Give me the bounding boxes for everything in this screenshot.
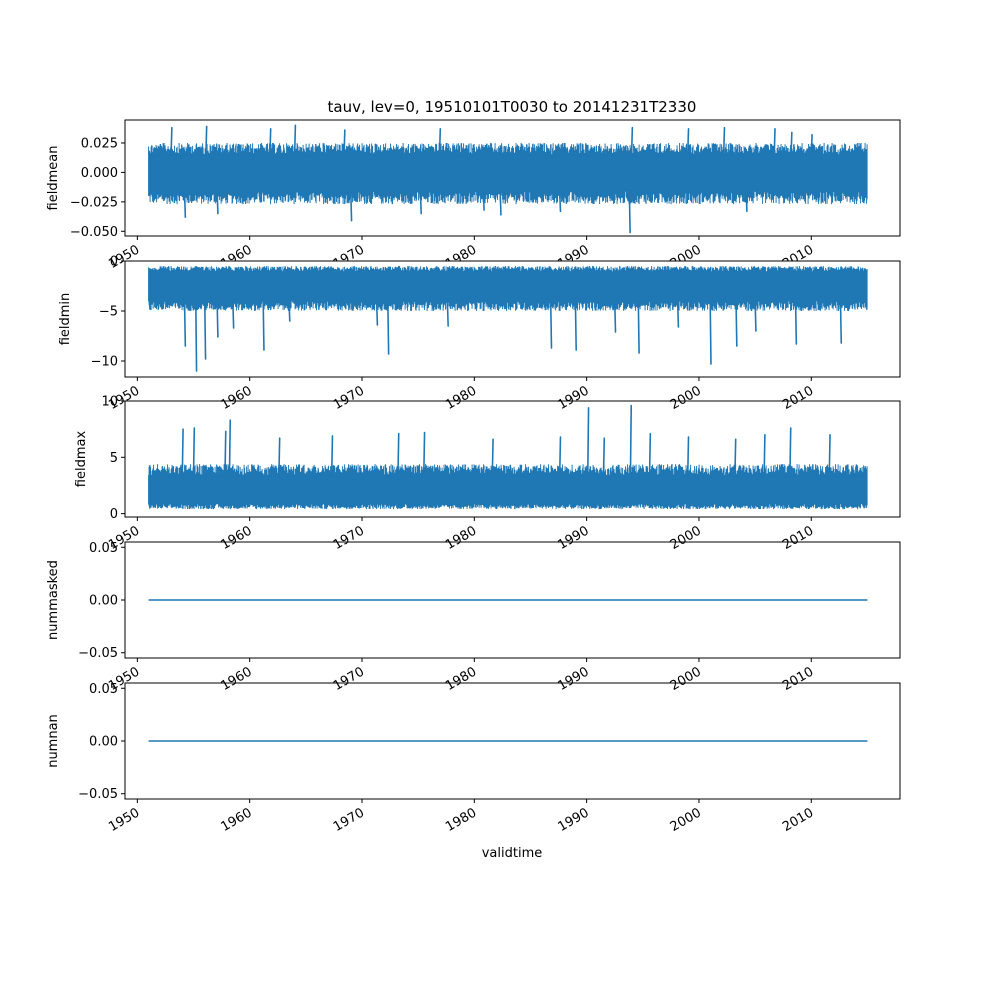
- nummasked-y-axis-label: nummasked: [46, 560, 61, 640]
- fieldmax-spike-13: [648, 432, 652, 478]
- fieldmean-axes-frame: [124, 119, 901, 237]
- fieldmax-y-tick-label-1: 5: [110, 451, 118, 466]
- fieldmax-spike-0: [181, 428, 184, 478]
- fieldmax-spike-6: [397, 432, 400, 478]
- fieldmax-y-tick-label-0: 0: [110, 507, 118, 522]
- fieldmin-axes-frame: [124, 260, 901, 378]
- fieldmin-spike-9: [446, 299, 449, 327]
- fieldmin-spike-13: [637, 299, 640, 354]
- fieldmin-spike-12: [613, 299, 617, 333]
- fieldmax-spike-12: [629, 404, 633, 478]
- fieldmax-spike-3: [228, 419, 232, 478]
- fieldmean-spike-8: [722, 126, 726, 157]
- fieldmax-spike-7: [422, 431, 426, 478]
- fieldmin-spike-5: [262, 299, 265, 351]
- nummasked-y-tick-label-0: 0.05: [89, 541, 118, 556]
- fieldmin-spike-14: [676, 299, 680, 328]
- fieldmean-y-tick-label-0: 0.025: [81, 136, 118, 151]
- fieldmean-y-tick-label-3: −0.050: [70, 225, 118, 240]
- fieldmax-spike-18: [828, 433, 831, 478]
- fieldmax-spike-9: [558, 436, 562, 478]
- fieldmean-y-axis-label: fieldmean: [46, 146, 61, 211]
- fieldmin-y-tick-label-0: 0: [110, 255, 118, 270]
- fieldmean-spike-9: [773, 128, 776, 157]
- fieldmin-spike-16: [735, 299, 738, 347]
- fieldmin-spike-4: [232, 299, 235, 329]
- fieldmean-spike-0: [170, 126, 173, 157]
- fieldmean-spike-10: [790, 131, 793, 157]
- fieldmin-spike-8: [387, 299, 390, 355]
- fieldmin-spike-18: [794, 299, 798, 345]
- fieldmax-spike-17: [789, 427, 792, 478]
- fieldmin-spike-0: [194, 299, 198, 372]
- fieldmin-series-core: [148, 272, 868, 300]
- fieldmax-spike-2: [224, 430, 227, 478]
- fieldmin-spike-6: [288, 299, 291, 322]
- fieldmean-spike-18: [558, 189, 562, 213]
- fieldmean-spike-14: [349, 189, 353, 222]
- fieldmean-spike-19: [628, 189, 631, 234]
- fieldmean-y-tick-label-2: −0.025: [70, 195, 118, 210]
- fieldmean-spike-12: [183, 189, 187, 218]
- fieldmean-spike-13: [216, 189, 219, 215]
- fieldmax-spike-15: [734, 438, 737, 478]
- fieldmean-spike-1: [205, 125, 208, 157]
- fieldmax-spike-1: [192, 427, 196, 478]
- fieldmin-y-tick-label-1: −5: [99, 305, 118, 320]
- fieldmax-y-tick-label-2: 10: [101, 395, 118, 410]
- chart-title: tauv, lev=0, 19510101T0030 to 20141231T2…: [328, 98, 697, 116]
- fieldmax-spike-5: [330, 435, 334, 478]
- fieldmean-spike-16: [482, 189, 485, 211]
- fieldmax-axes-frame: [124, 400, 901, 518]
- fieldmean-spike-2: [269, 128, 272, 157]
- fieldmax-spike-14: [686, 436, 690, 478]
- fieldmin-spike-17: [754, 299, 757, 332]
- fieldmin-y-axis-label: fieldmin: [58, 293, 73, 346]
- fieldmean-spike-6: [630, 126, 634, 157]
- x-axis-label: validtime: [482, 846, 543, 861]
- fieldmean-spike-3: [293, 124, 297, 157]
- fieldmin-spike-10: [549, 299, 553, 349]
- fieldmax-spike-16: [763, 433, 766, 478]
- fieldmax-spike-4: [278, 437, 281, 478]
- fieldmean-y-tick-label-1: 0.000: [81, 166, 118, 181]
- fieldmin-y-tick-label-2: −10: [91, 355, 118, 370]
- fieldmean-spike-17: [499, 189, 502, 216]
- fieldmean-spike-15: [419, 189, 422, 215]
- fieldmean-series-core: [148, 155, 868, 191]
- numnan-y-axis-label: numnan: [46, 714, 61, 768]
- fieldmin-spike-15: [709, 299, 712, 365]
- fieldmin-plot-area: [148, 266, 868, 372]
- fieldmean-spike-20: [745, 189, 748, 213]
- numnan-y-tick-label-0: 0.05: [89, 682, 118, 697]
- fieldmin-spike-11: [574, 299, 577, 351]
- fieldmean-spike-5: [438, 128, 442, 157]
- nummasked-y-tick-label-1: 0.00: [89, 594, 118, 609]
- fieldmin-spike-1: [183, 299, 187, 347]
- fieldmax-plot-area: [148, 404, 868, 510]
- fieldmax-spike-10: [586, 406, 590, 478]
- fieldmin-spike-2: [203, 299, 207, 360]
- fieldmean-plot-area: [148, 124, 868, 234]
- fieldmax-spike-8: [491, 438, 494, 478]
- fieldmean-spike-7: [686, 128, 690, 157]
- fieldmax-spike-11: [602, 437, 606, 478]
- fieldmin-spike-19: [839, 299, 843, 344]
- fieldmean-spike-4: [343, 129, 346, 157]
- fieldmin-spike-7: [375, 299, 379, 326]
- fieldmean-spike-11: [810, 133, 813, 157]
- numnan-y-tick-label-1: 0.00: [89, 735, 118, 750]
- numnan-y-tick-label-2: −0.05: [78, 787, 118, 802]
- fieldmax-series-core: [148, 476, 868, 504]
- fieldmin-spike-3: [216, 299, 219, 338]
- nummasked-y-tick-label-2: −0.05: [78, 646, 118, 661]
- fieldmax-y-axis-label: fieldmax: [74, 431, 89, 488]
